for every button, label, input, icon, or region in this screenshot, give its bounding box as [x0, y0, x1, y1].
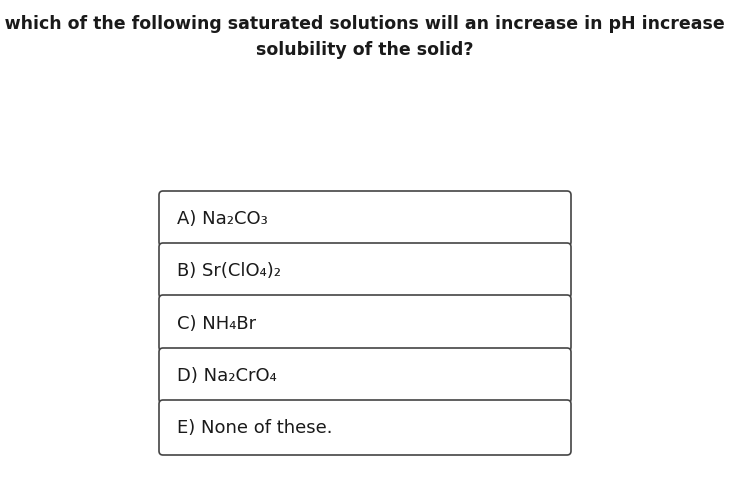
Text: D) Na₂CrO₄: D) Na₂CrO₄ — [177, 367, 277, 384]
FancyBboxPatch shape — [159, 400, 571, 455]
FancyBboxPatch shape — [159, 192, 571, 247]
Text: E) None of these.: E) None of these. — [177, 419, 332, 437]
FancyBboxPatch shape — [159, 348, 571, 403]
FancyBboxPatch shape — [159, 243, 571, 299]
Text: solubility of the solid?: solubility of the solid? — [256, 41, 474, 59]
Text: C) NH₄Br: C) NH₄Br — [177, 314, 256, 332]
Text: For which of the following saturated solutions will an increase in pH increase t: For which of the following saturated sol… — [0, 15, 730, 33]
Text: A) Na₂CO₃: A) Na₂CO₃ — [177, 210, 268, 228]
Text: B) Sr(ClO₄)₂: B) Sr(ClO₄)₂ — [177, 262, 281, 280]
FancyBboxPatch shape — [159, 295, 571, 351]
